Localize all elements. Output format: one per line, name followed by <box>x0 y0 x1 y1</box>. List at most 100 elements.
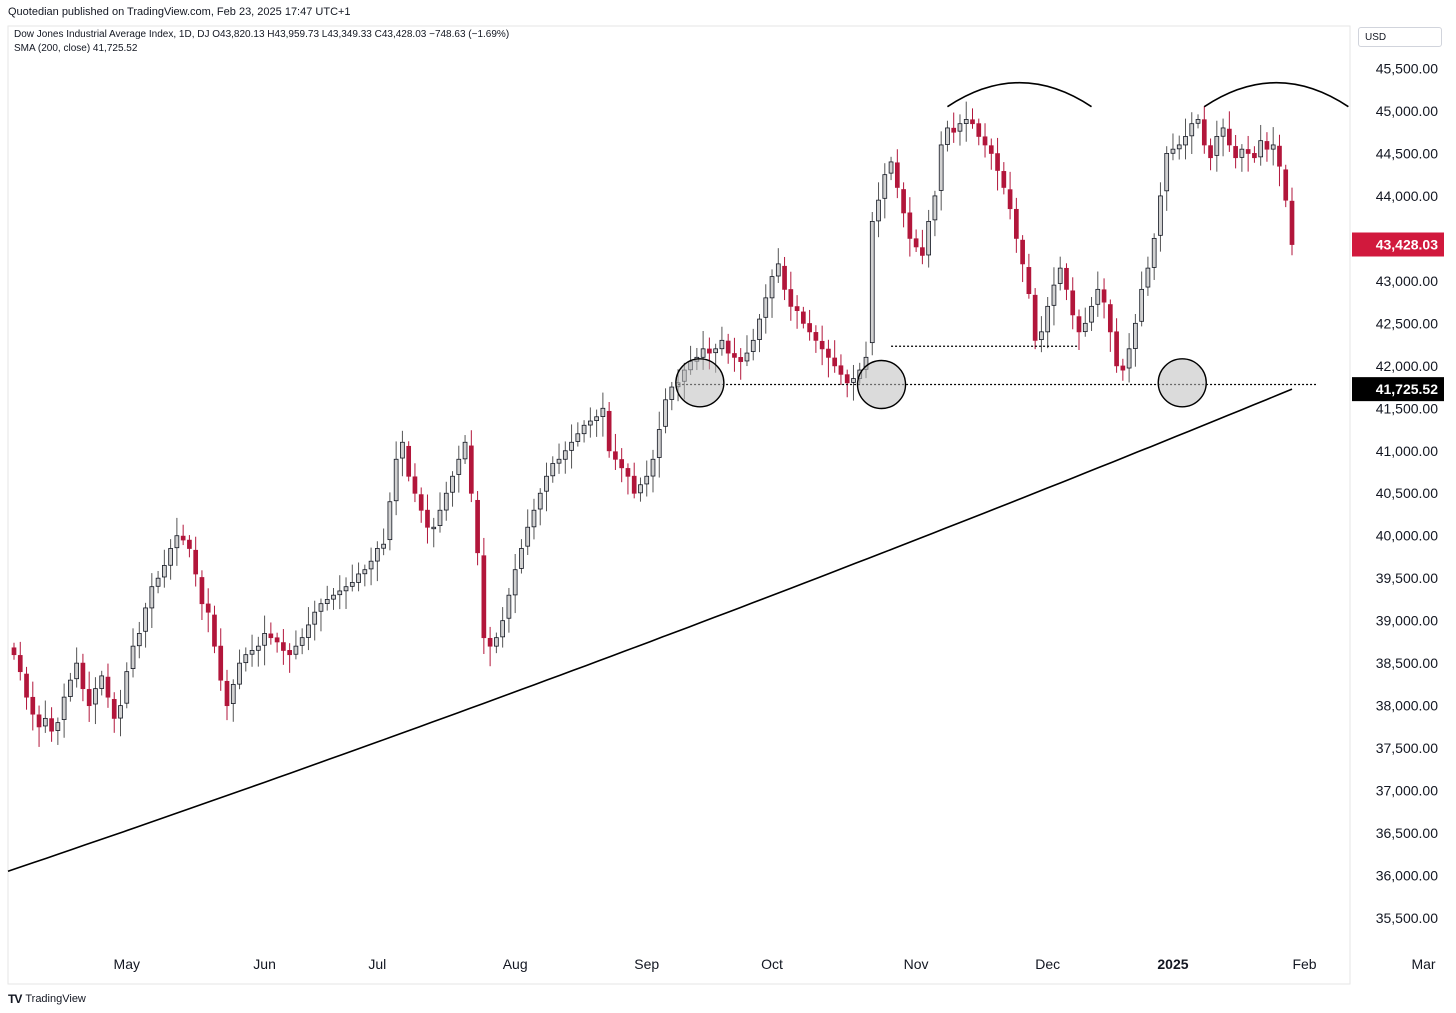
top-arc <box>1203 82 1349 108</box>
candle <box>406 441 412 482</box>
y-tick-label: 42,000.00 <box>1376 358 1438 374</box>
candle-body-up <box>362 569 368 575</box>
candle <box>331 587 336 610</box>
candle <box>920 229 925 265</box>
candle <box>287 643 292 673</box>
candle-body-up <box>494 637 499 647</box>
candle <box>519 539 524 574</box>
candle-body-down <box>281 642 286 651</box>
candle <box>1289 187 1295 256</box>
candle <box>1076 309 1082 351</box>
candle <box>349 564 355 592</box>
candle-body-down <box>894 162 900 188</box>
candle-body-down <box>995 153 1000 171</box>
candle-body-down <box>788 289 794 307</box>
tradingview-footer[interactable]: TV TradingView <box>8 992 86 1006</box>
currency-selector[interactable]: USD <box>1358 27 1442 47</box>
candle-body-down <box>30 696 36 715</box>
candle-body-up <box>1045 305 1051 333</box>
candle-body-up <box>437 509 443 526</box>
candle <box>537 488 543 526</box>
candle <box>293 630 299 660</box>
candle-body-up <box>1183 136 1188 146</box>
candle <box>512 553 518 614</box>
candle-body-up <box>168 548 173 566</box>
candle-body-up <box>713 348 718 354</box>
candle <box>550 456 556 483</box>
candle-body-up <box>400 441 405 459</box>
candle <box>1158 182 1163 252</box>
x-tick-label: Jun <box>253 956 276 972</box>
price-tags: 43,428.03 41,725.52 <box>1352 232 1444 402</box>
candle-body-down <box>86 689 92 707</box>
candle-body-down <box>1120 365 1126 371</box>
candle <box>594 409 599 437</box>
candle <box>268 622 274 645</box>
candle-body-down <box>913 238 919 248</box>
candle-body-down <box>105 676 111 698</box>
candle-body-down <box>901 189 906 214</box>
candle <box>813 325 819 353</box>
symbol-legend[interactable]: Dow Jones Industrial Average Index, 1D, … <box>14 29 510 40</box>
time-axis[interactable]: May Jun Jul Aug Sep Oct Nov Dec 2025 Feb Mar <box>114 956 1436 972</box>
candle <box>155 570 161 594</box>
candle <box>869 212 875 356</box>
candle-body-up <box>763 297 769 318</box>
candle-body-down <box>418 494 424 511</box>
candle-body-up <box>1189 123 1195 137</box>
candle-body-up <box>1095 288 1101 305</box>
y-tick-label: 45,500.00 <box>1376 60 1438 76</box>
candle <box>11 642 17 660</box>
price-axis[interactable]: 35,500.00 36,000.00 36,500.00 37,000.00 37,5… <box>1376 60 1438 926</box>
candle <box>61 683 67 738</box>
tradingview-brand: TradingView <box>25 993 86 1005</box>
candle <box>143 602 148 648</box>
candle <box>876 182 881 238</box>
candle-body-down <box>782 265 787 290</box>
candle-body-down <box>1233 146 1238 159</box>
candle-body-down <box>1020 239 1025 265</box>
candle-body-down <box>274 637 280 643</box>
candle-body-up <box>1133 322 1138 349</box>
candle-body-up <box>1195 119 1201 124</box>
candle <box>456 445 462 493</box>
highlight-circle <box>856 359 907 410</box>
candle-body-up <box>882 174 888 199</box>
tradingview-logo-icon: TV <box>8 992 22 1006</box>
sma-legend[interactable]: SMA (200, close) 41,725.52 <box>14 43 138 54</box>
candle <box>299 628 305 655</box>
candle-body-up <box>1089 305 1094 323</box>
candle-body-up <box>324 599 330 604</box>
candle-body-down <box>1264 141 1270 150</box>
candle-body-up <box>306 624 311 638</box>
candle-body-down <box>1114 331 1119 367</box>
candle-body-up <box>556 458 562 464</box>
candle-body-up <box>124 671 130 704</box>
candle-body-up <box>500 620 505 638</box>
candle-body-up <box>230 683 236 704</box>
candle <box>381 528 386 556</box>
candle <box>1057 256 1063 291</box>
y-tick-label: 36,500.00 <box>1376 825 1438 841</box>
candle-body-down <box>970 119 975 125</box>
candle <box>1133 313 1138 367</box>
drawings-layer <box>675 82 1349 410</box>
candle <box>932 190 938 237</box>
candle-body-up <box>1145 267 1151 288</box>
candle-body-up <box>349 582 355 587</box>
candle <box>976 118 982 146</box>
x-tick-label: Sep <box>634 956 659 972</box>
candle-body-down <box>1101 289 1107 303</box>
candle-body-up <box>1057 267 1063 284</box>
x-tick-label: Aug <box>503 956 528 972</box>
candle <box>162 549 167 588</box>
candle <box>74 647 79 688</box>
candle-body-up <box>387 501 393 541</box>
candle-body-up <box>932 195 938 221</box>
candle <box>118 689 123 737</box>
candle-body-up <box>1082 322 1088 333</box>
candle <box>757 313 762 353</box>
candle-body-up <box>450 475 455 493</box>
candle <box>951 112 957 143</box>
